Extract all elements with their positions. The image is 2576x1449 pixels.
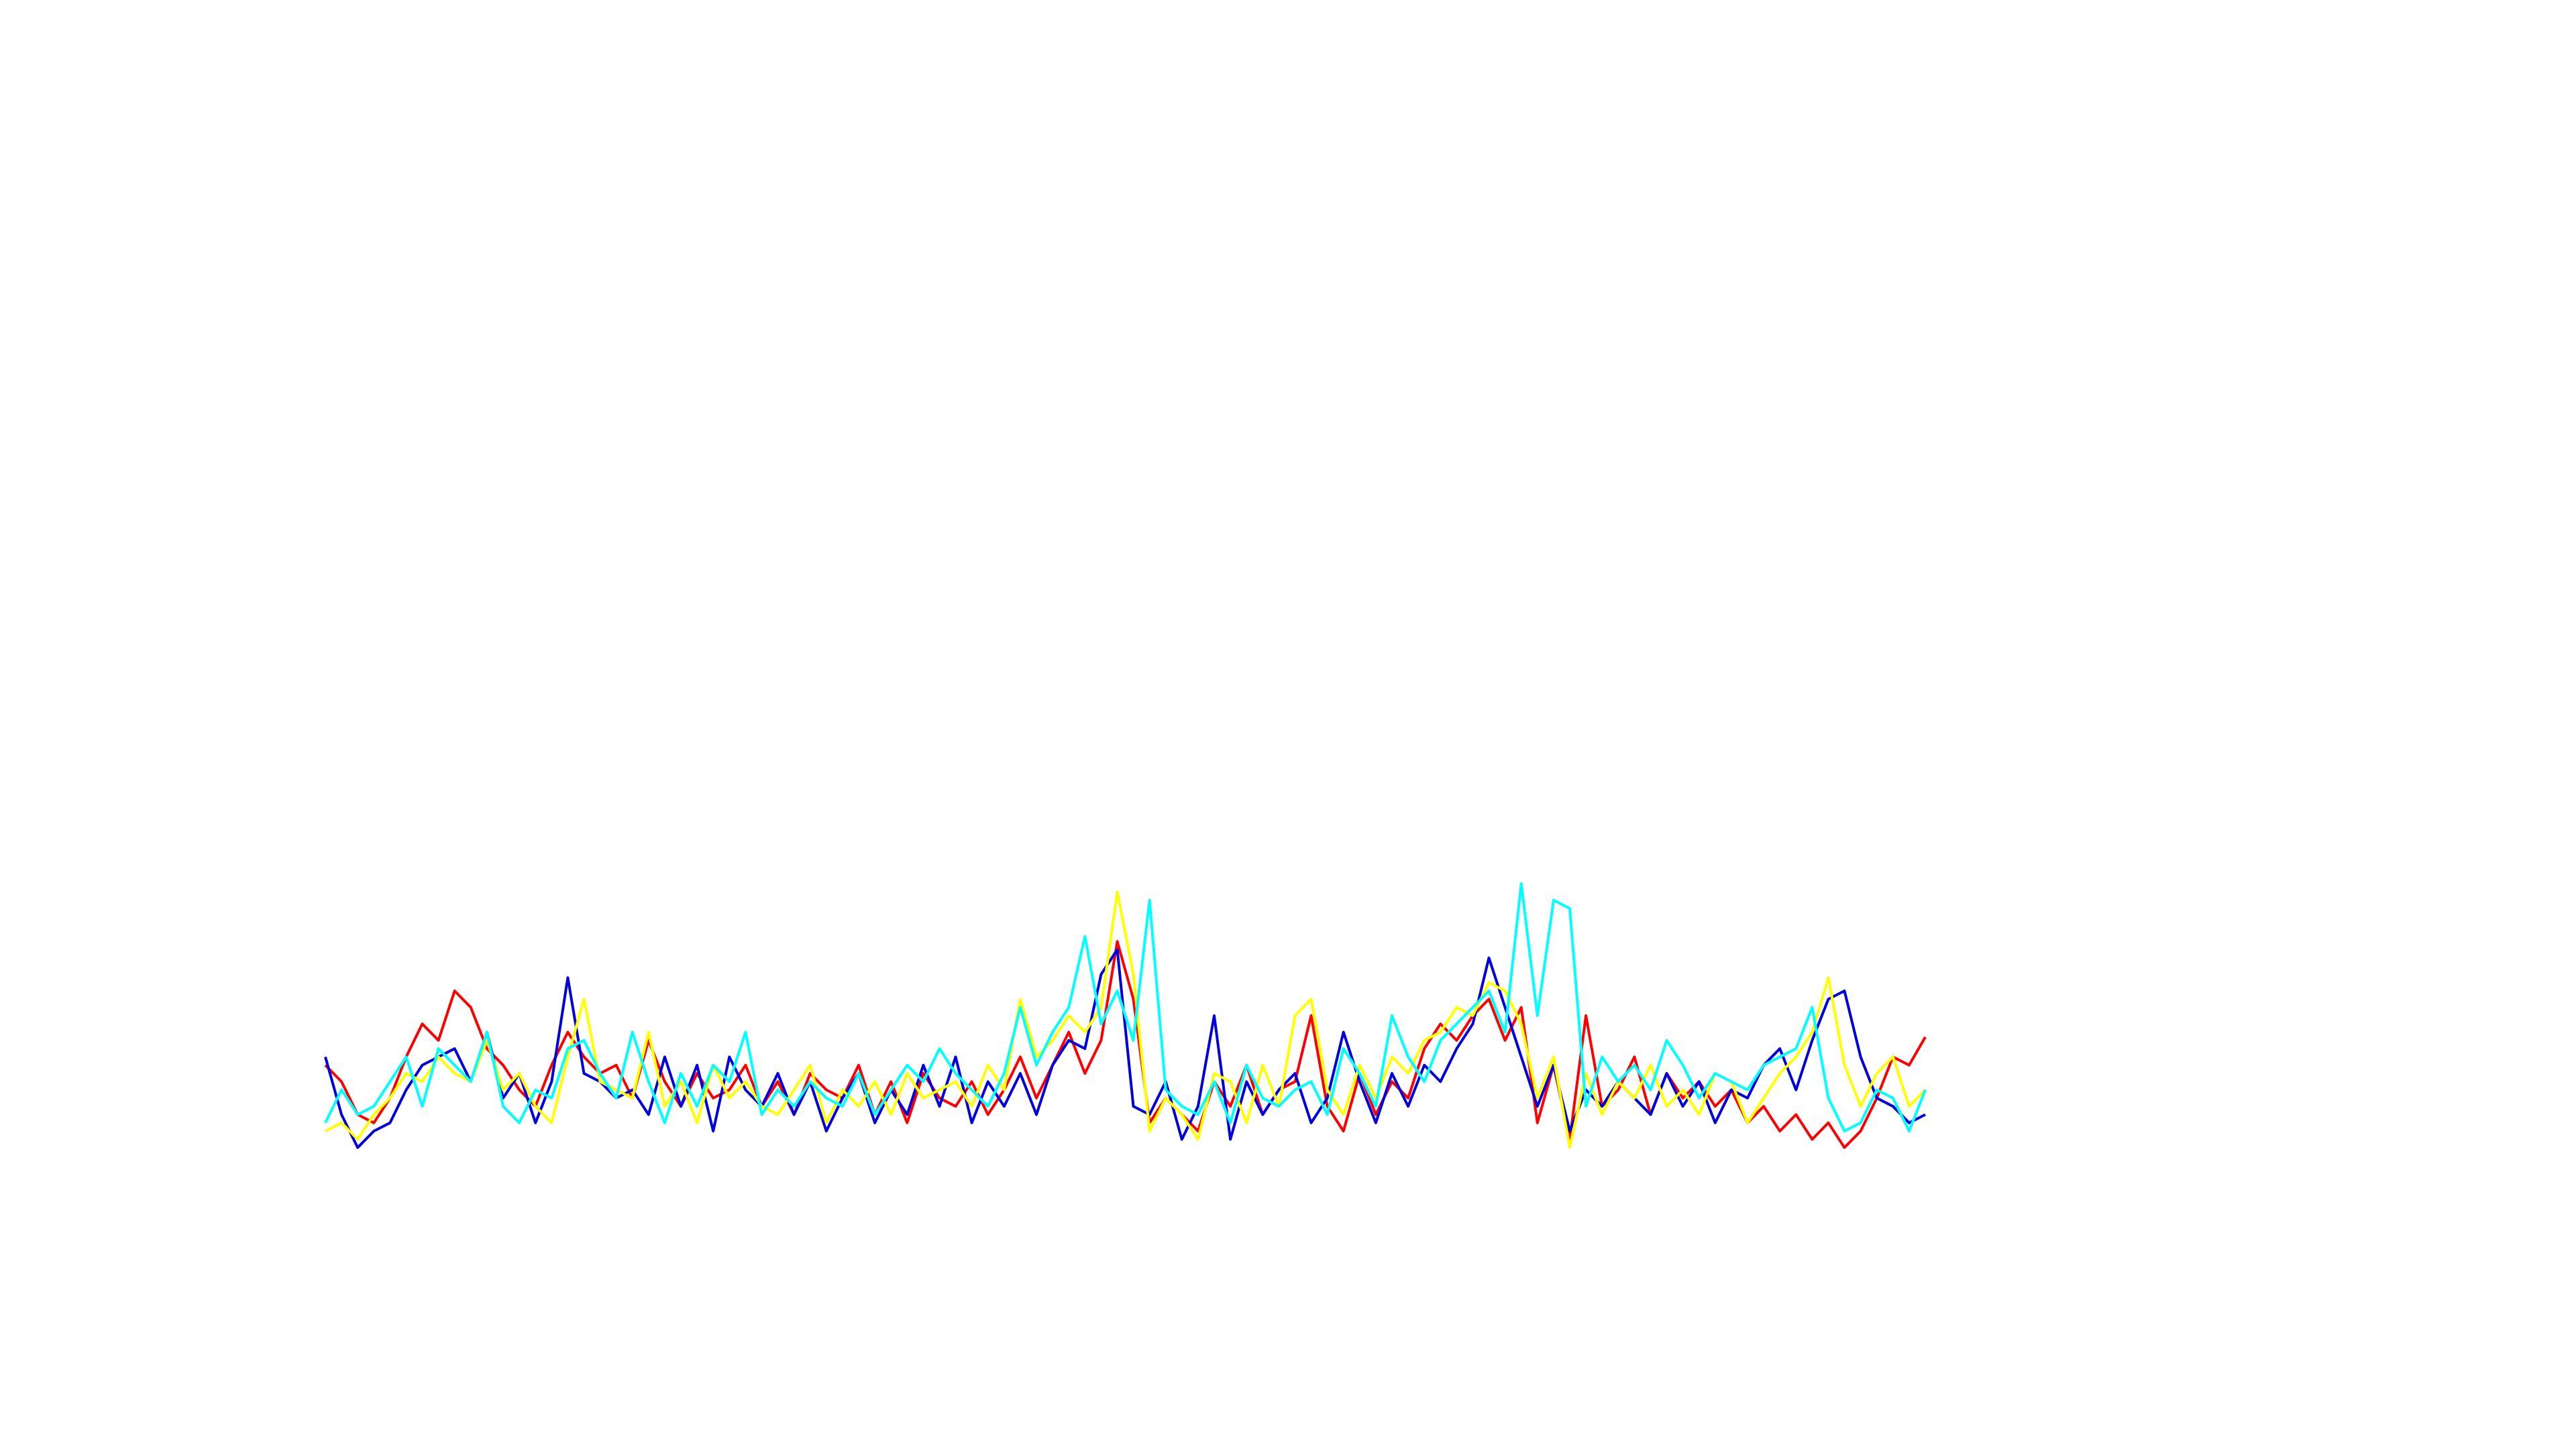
data-line — [325, 890, 1927, 1149]
data-line — [324, 882, 1927, 1133]
data-line — [324, 948, 1926, 1149]
